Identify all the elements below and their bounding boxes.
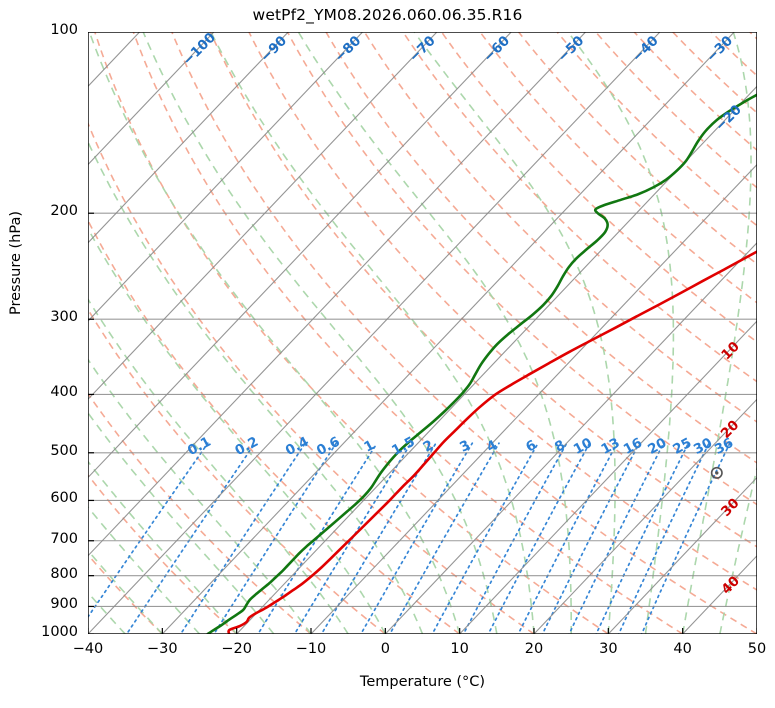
x-tick-label: −20 [221,641,252,657]
profile-temperature [227,250,757,634]
mixing-ratio-lines [88,442,731,634]
svg-text:10: 10 [571,435,595,458]
lcl-marker-group [710,466,723,479]
svg-text:16: 16 [621,435,645,458]
x-tick-label: −10 [295,641,327,657]
x-tick-label: 50 [747,641,767,657]
x-tick-label: 40 [673,641,692,657]
y-tick-label: 300 [50,309,78,326]
dry-adiabats [88,32,757,634]
y-tick-label: 1000 [41,624,78,640]
y-tick-label: 100 [50,22,78,38]
profile-dewpoint [206,93,757,634]
svg-text:25: 25 [670,435,694,458]
y-tick-label: 200 [50,203,78,220]
isotherms [88,32,757,634]
isobars [88,32,757,634]
y-tick-label: 800 [50,565,78,582]
x-tick-label: −40 [72,641,104,657]
y-tick-label: 500 [50,442,78,459]
svg-text:20: 20 [645,435,669,458]
x-tick-label: 0 [380,641,390,657]
svg-text:36: 36 [712,435,736,458]
x-tick-label: 30 [599,641,618,657]
y-tick-label: 600 [50,490,78,507]
x-tick-label: 20 [524,641,544,657]
skewt-plot-area: −100 −90 −80 −70 −60 −50 −40 −30 −20 10 20 30 40 0.1 0… [88,32,757,634]
x-axis-label: Temperature (°C) [359,674,486,690]
x-tick-label: 10 [450,641,469,657]
sounding-profiles [206,93,757,634]
chart-title: wetPf2_YM08.2026.060.06.35.R16 [252,6,523,24]
y-tick-label: 400 [50,384,78,401]
x-tick-label: −30 [147,641,178,657]
svg-text:13: 13 [598,435,622,458]
moist-adiabats [88,32,757,634]
y-tick-label: 900 [50,596,78,613]
svg-text:30: 30 [691,435,715,458]
y-tick-label: 700 [50,530,78,547]
